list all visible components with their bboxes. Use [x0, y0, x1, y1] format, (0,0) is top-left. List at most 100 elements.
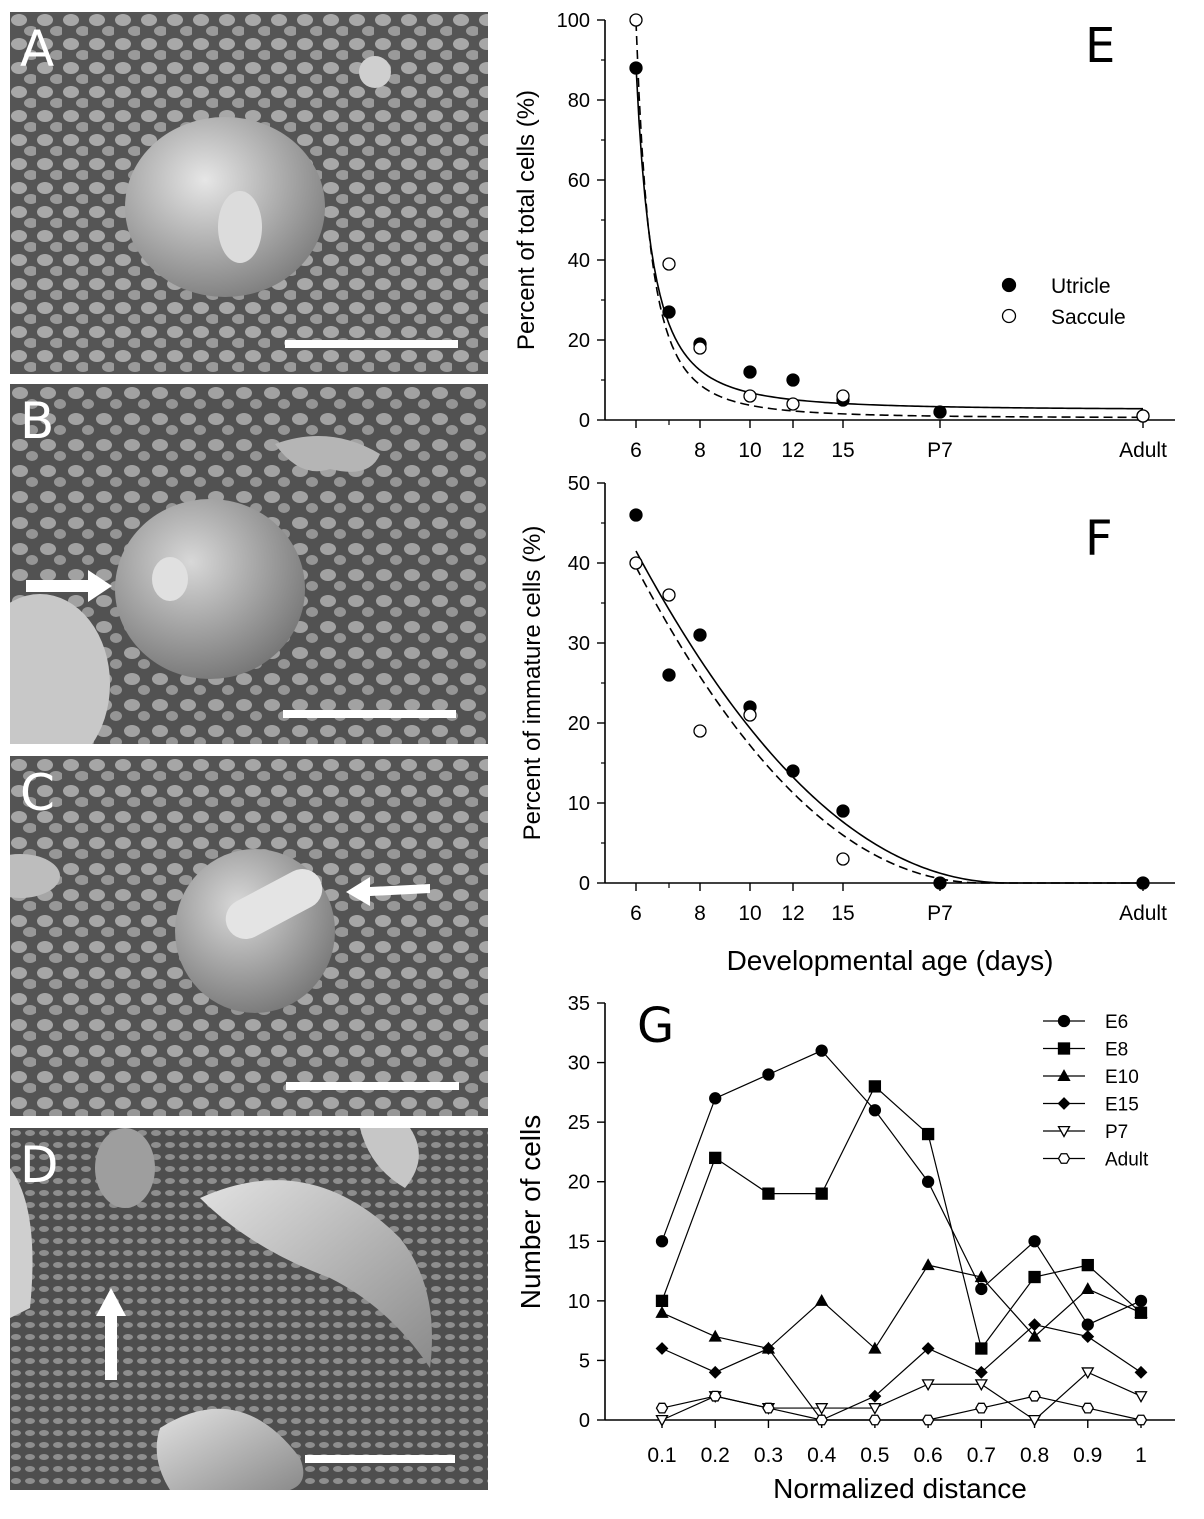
chart-f-x-tick-label: Adult — [1119, 902, 1167, 925]
chart-g-point-e8 — [762, 1187, 775, 1200]
chart-e-point-saccule — [836, 389, 850, 403]
chart-g-point-e6 — [975, 1282, 988, 1296]
chart-g-y-tick-label: 30 — [568, 1053, 590, 1075]
chart-e-point-utricle — [933, 405, 947, 419]
chart-g-point-e10 — [655, 1305, 669, 1318]
chart-g-y-label: Number of cells — [515, 1115, 546, 1310]
chart-e-y-tick-label: 100 — [557, 10, 590, 32]
chart-g-point-adult — [762, 1402, 775, 1414]
chart-g-x-tick-label: 0.2 — [701, 1444, 730, 1467]
chart-f-point-saccule — [693, 724, 707, 738]
sem-image-c — [10, 756, 488, 1116]
chart-e-point-utricle — [629, 61, 643, 75]
chart-g-legend-marker — [1057, 1125, 1071, 1138]
chart-g-point-adult — [708, 1390, 722, 1402]
chart-e-x-tick-label: 6 — [630, 439, 642, 462]
chart-f-x-tick-label: 8 — [694, 902, 706, 925]
chart-g-point-adult — [655, 1402, 669, 1414]
chart-g-point-p7 — [974, 1379, 988, 1392]
chart-f-y-tick-label: 0 — [579, 873, 590, 895]
scale-bar-b — [283, 710, 456, 718]
chart-f-x-tick-label: 15 — [831, 902, 854, 925]
chart-e-point-saccule — [693, 341, 707, 355]
chart-g-point-e6 — [655, 1235, 669, 1248]
panel-label-g: G — [637, 998, 675, 1054]
chart-g-point-e10 — [921, 1258, 935, 1271]
chart-g-y-tick-label: 5 — [579, 1350, 590, 1372]
chart-f-point-saccule — [629, 556, 643, 570]
chart-g-point-p7 — [921, 1379, 935, 1392]
chart-g-legend-label: Adult — [1105, 1150, 1149, 1171]
chart-e-point-utricle — [662, 305, 676, 319]
chart-g-point-e15 — [708, 1365, 722, 1379]
chart-f-point-saccule — [662, 588, 676, 602]
chart-f-point-saccule — [836, 852, 850, 866]
chart-e-legend-label: Saccule — [1051, 306, 1126, 329]
chart-g-legend-label: P7 — [1105, 1122, 1128, 1143]
chart-g-point-e6 — [1134, 1294, 1148, 1308]
sem-image-b — [10, 384, 488, 744]
chart-e-x-tick-label: 10 — [738, 439, 761, 462]
chart-e-legend-marker — [1001, 308, 1017, 324]
chart-g-point-e8 — [975, 1342, 988, 1355]
chart-g-x-tick-label: 0.1 — [647, 1444, 676, 1467]
chart-e-point-utricle — [786, 373, 800, 387]
chart-g-y-tick-label: 20 — [568, 1172, 590, 1194]
chart-g-point-p7 — [1027, 1414, 1042, 1427]
chart-f-y-tick-label: 30 — [568, 633, 590, 655]
sem-panel-c — [10, 756, 488, 1116]
chart-g-point-e6 — [709, 1092, 722, 1105]
chart-f-point-utricle — [662, 668, 676, 682]
chart-f-point-utricle — [629, 508, 643, 522]
chart-g-x-tick-label: 0.4 — [807, 1444, 837, 1467]
chart-f-fit-saccule — [635, 566, 1143, 884]
chart-g-point-e15 — [762, 1342, 775, 1355]
chart-f-point-utricle — [693, 628, 707, 642]
chart-g-point-e10 — [1081, 1282, 1095, 1294]
chart-e-point-saccule — [786, 397, 800, 411]
chart-g-legend-marker — [1057, 1097, 1071, 1110]
sem-image-a — [10, 12, 488, 374]
chart-g-x-tick-label: 1 — [1135, 1444, 1147, 1467]
arrow-indicator-b — [26, 570, 112, 602]
chart-e-x-tick-label: 12 — [781, 439, 804, 462]
chart-g-point-e15 — [921, 1342, 935, 1355]
chart-f-point-utricle — [933, 876, 947, 890]
chart-g-point-e6 — [1028, 1235, 1041, 1248]
chart-g-x-tick-label: 0.7 — [967, 1444, 996, 1467]
chart-g-point-e15 — [974, 1365, 988, 1379]
chart-e-x-tick-label: 8 — [694, 439, 706, 462]
chart-e-fit-saccule — [635, 21, 1144, 419]
chart-g-point-e10 — [815, 1294, 829, 1306]
chart-g-y-tick-label: 10 — [568, 1291, 590, 1313]
chart-g-line-e6 — [661, 1049, 1142, 1326]
panel-label-a: A — [20, 20, 55, 78]
chart-g-point-e10 — [974, 1270, 988, 1283]
chart-e-y-tick-label: 60 — [568, 170, 590, 192]
chart-g-point-p7 — [1134, 1391, 1148, 1404]
arrow-indicator-c — [346, 877, 430, 906]
chart-f-point-saccule — [743, 708, 757, 722]
chart-g-point-adult — [975, 1402, 988, 1414]
panel-label-e: E — [1085, 18, 1116, 74]
chart-g-point-p7 — [1081, 1367, 1095, 1380]
panel-label-f: F — [1085, 511, 1113, 567]
chart-g-y-tick-label: 15 — [568, 1231, 590, 1253]
chart-e-legend-marker — [1001, 277, 1017, 293]
chart-g-legend-marker — [1057, 1069, 1071, 1082]
chart-f-y-tick-label: 50 — [568, 473, 590, 495]
chart-g-legend-label: E10 — [1105, 1067, 1139, 1088]
chart-e-legend-label: Utricle — [1051, 275, 1111, 298]
chart-f-y-label: Percent of immature cells (%) — [519, 526, 546, 841]
chart-g-legend-label: E8 — [1105, 1040, 1128, 1061]
chart-e-y-label: Percent of total cells (%) — [513, 90, 540, 350]
chart-g-point-p7 — [655, 1414, 669, 1427]
chart-g-x-tick-label: 0.3 — [754, 1444, 783, 1467]
chart-g-point-adult — [868, 1414, 882, 1426]
chart-e-y-tick-label: 80 — [568, 90, 590, 112]
chart-g-point-e8 — [655, 1294, 669, 1308]
chart-f-x-tick-label: 6 — [630, 902, 642, 925]
chart-g-point-e8 — [1081, 1258, 1094, 1272]
chart-g-x-tick-label: 0.5 — [860, 1444, 889, 1467]
